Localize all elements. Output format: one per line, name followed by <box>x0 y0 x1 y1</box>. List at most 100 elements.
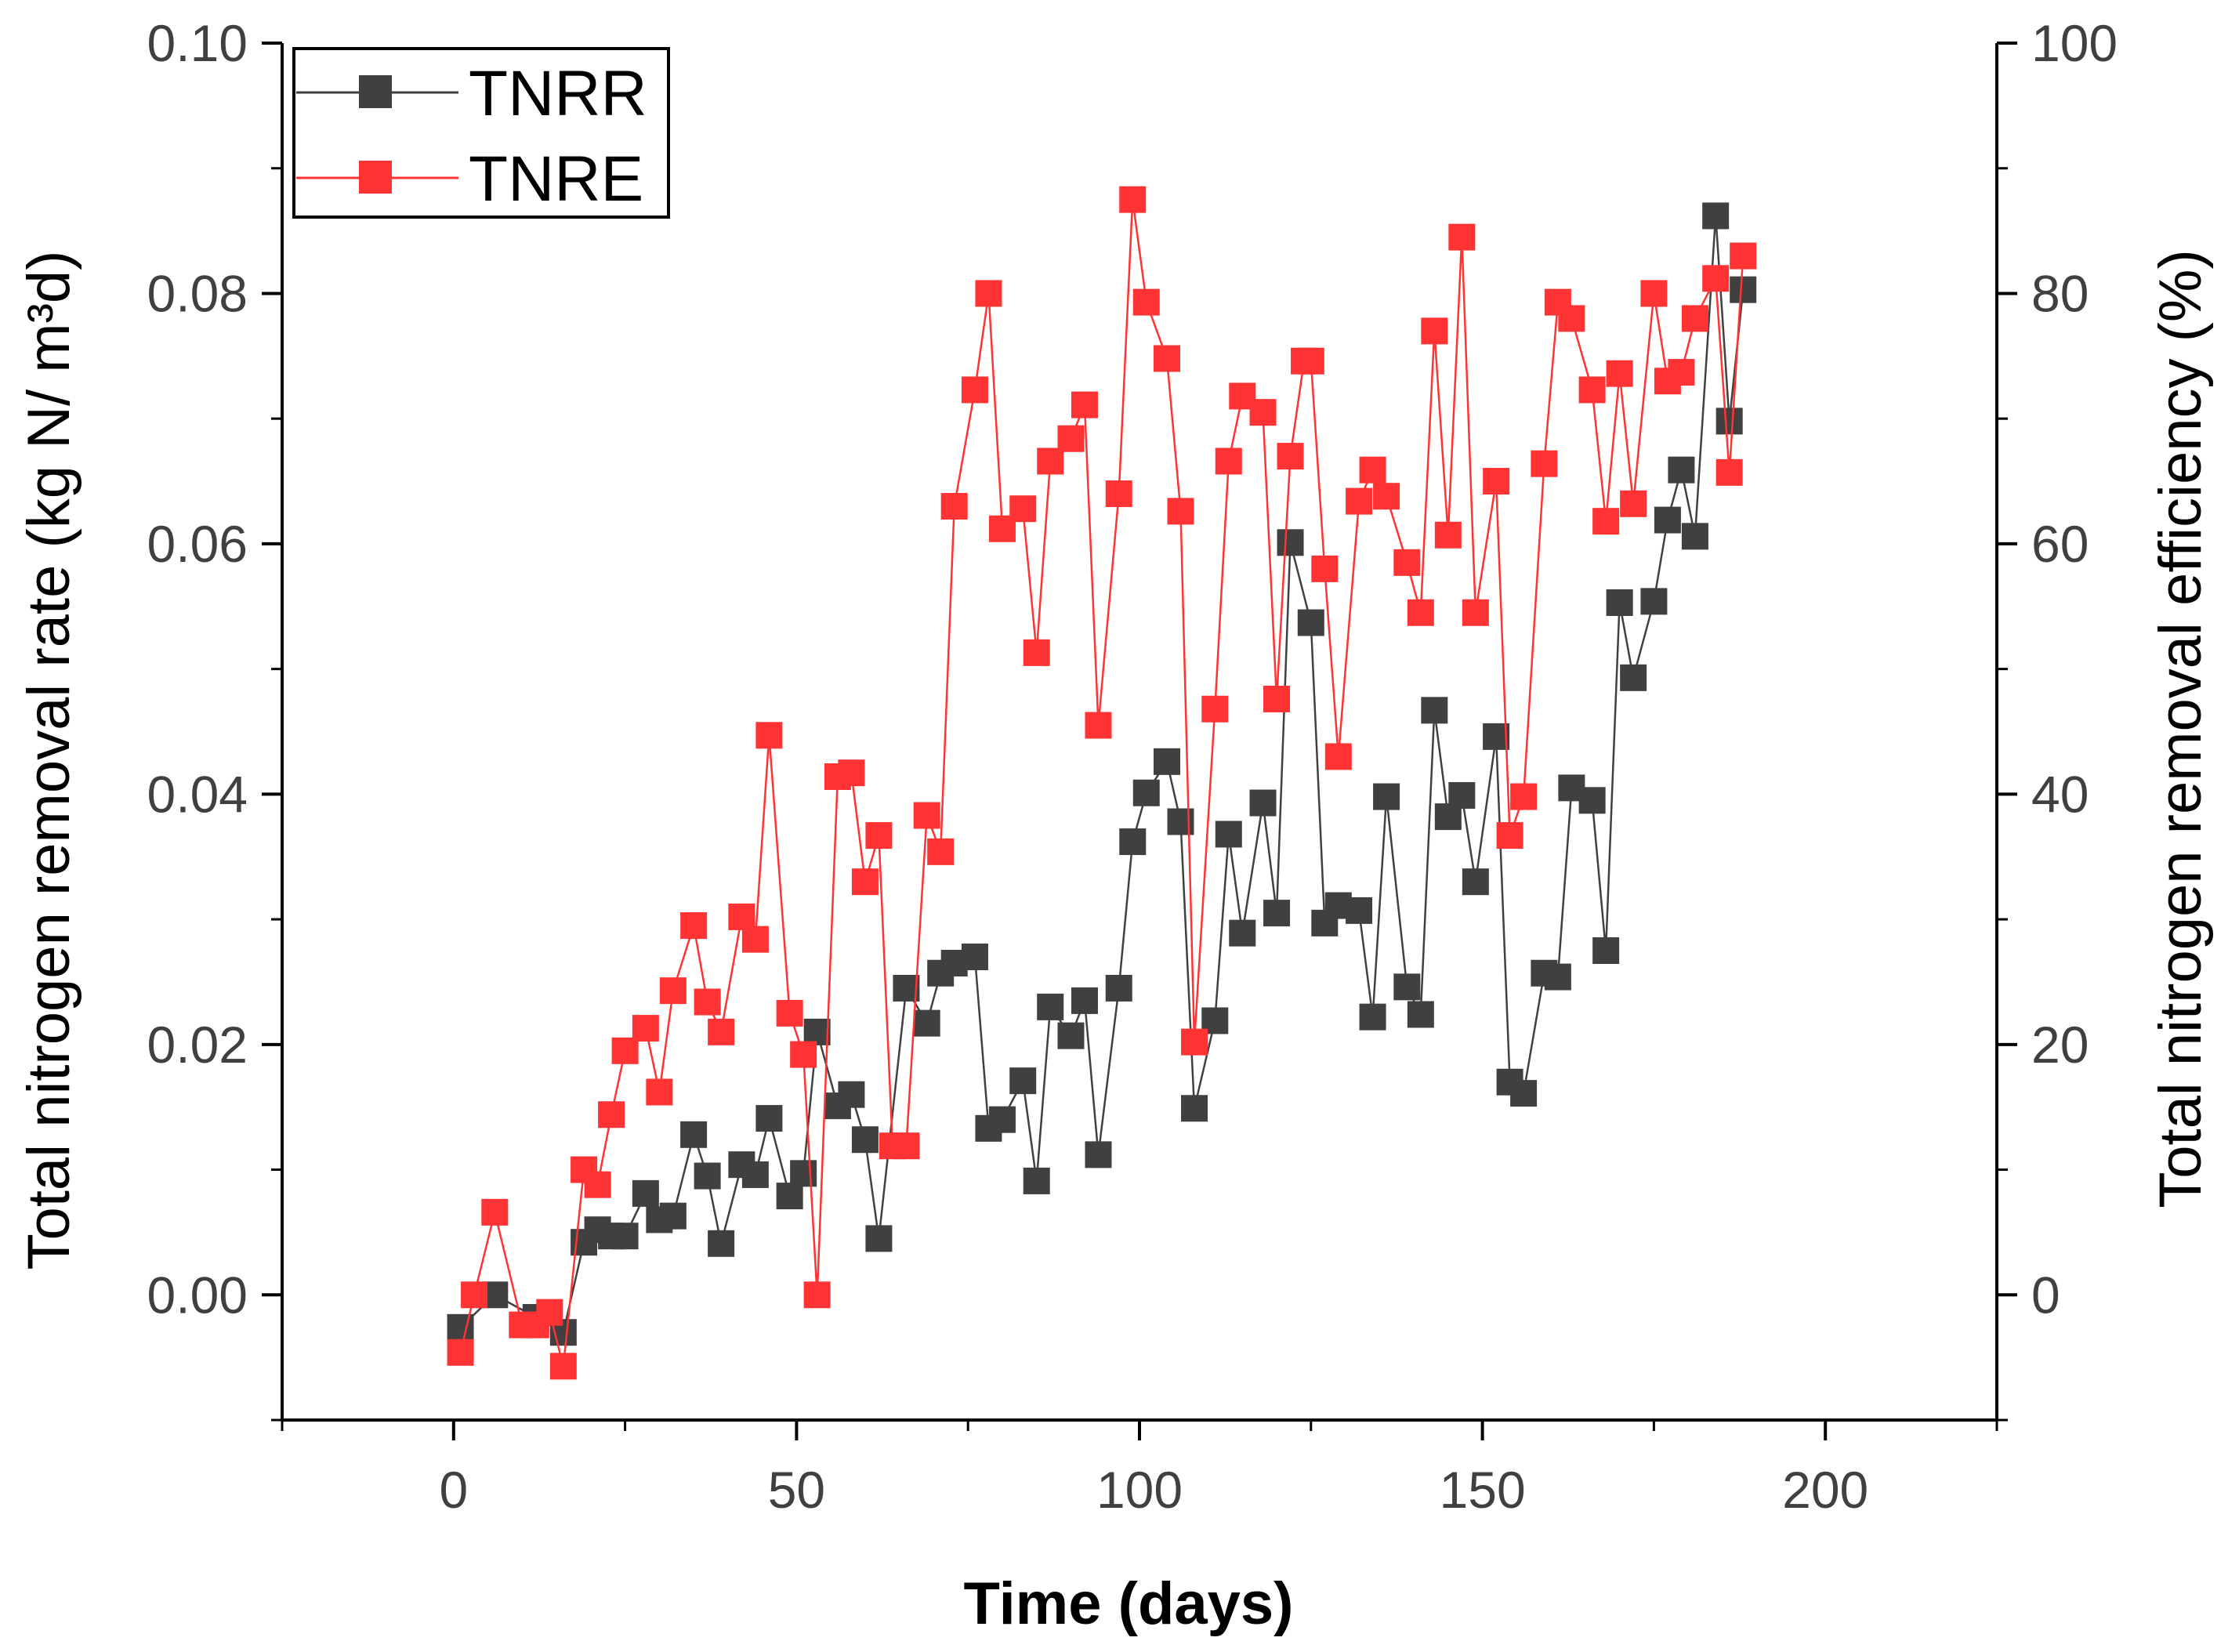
series-tnrr <box>447 202 1757 1346</box>
point-tnre <box>1407 599 1434 626</box>
point-tnrr <box>1037 993 1064 1020</box>
point-tnre <box>1510 783 1538 810</box>
point-tnre <box>1462 599 1489 626</box>
point-tnre <box>1592 508 1620 535</box>
point-tnre <box>1448 223 1476 251</box>
right-y-tick-label: 80 <box>2031 264 2089 322</box>
point-tnrr <box>1578 787 1606 814</box>
point-tnrr <box>1277 529 1304 556</box>
point-tnre <box>611 1037 639 1064</box>
point-tnrr <box>776 1183 803 1210</box>
series-layer <box>447 186 1757 1380</box>
point-tnrr <box>447 1313 474 1341</box>
point-tnre <box>803 1281 831 1309</box>
x-tick-label: 100 <box>1096 1461 1183 1519</box>
left-y-tick-label: 0.08 <box>147 264 248 322</box>
point-tnre <box>1702 265 1730 292</box>
point-tnrr <box>1119 828 1147 856</box>
point-tnre <box>741 926 769 953</box>
point-tnrr <box>1510 1080 1538 1107</box>
point-tnre <box>447 1339 474 1366</box>
point-tnre <box>1558 305 1585 332</box>
point-tnre <box>838 759 865 787</box>
point-tnrr <box>1668 456 1695 484</box>
point-tnre <box>1023 639 1050 666</box>
point-tnre <box>893 1132 920 1160</box>
point-tnre <box>1105 480 1132 508</box>
point-tnrr <box>790 1160 817 1187</box>
point-tnre <box>1037 447 1064 475</box>
point-tnrr <box>1407 1001 1434 1028</box>
point-tnrr <box>1105 974 1132 1002</box>
point-tnre <box>598 1101 625 1129</box>
right-y-tick-label: 0 <box>2031 1266 2060 1324</box>
left-y-tick-label: 0.02 <box>147 1016 248 1074</box>
point-tnre <box>790 1041 817 1068</box>
point-tnre <box>1373 483 1400 510</box>
point-tnrr <box>1606 589 1633 616</box>
point-tnrr <box>1346 897 1373 924</box>
point-tnrr <box>1620 664 1647 691</box>
point-tnre <box>1668 359 1695 386</box>
point-tnre <box>632 1015 659 1042</box>
point-tnrr <box>1544 963 1571 991</box>
point-tnre <box>1085 712 1112 739</box>
point-tnre <box>680 912 708 940</box>
point-tnre <box>659 977 687 1005</box>
point-tnre <box>1009 495 1037 523</box>
point-tnre <box>755 722 783 749</box>
point-tnrr <box>1249 789 1277 817</box>
point-tnrr <box>1167 808 1194 835</box>
point-tnre <box>865 822 893 850</box>
point-tnre <box>913 802 940 829</box>
point-tnrr <box>1132 779 1160 806</box>
point-tnre <box>1681 305 1708 332</box>
point-tnre <box>1119 186 1147 213</box>
right-y-axis-title: Total nitrogen removal efficiency (%) <box>2147 249 2214 1208</box>
point-tnrr <box>803 1018 831 1045</box>
point-tnrr <box>755 1105 783 1132</box>
x-tick-label: 0 <box>439 1461 468 1519</box>
point-tnrr <box>961 944 988 971</box>
point-tnre <box>1483 468 1510 495</box>
right-y-tick-label: 100 <box>2031 14 2118 72</box>
point-tnre <box>1496 822 1523 850</box>
point-tnre <box>1167 498 1194 525</box>
point-tnre <box>549 1353 577 1380</box>
left-y-tick-label: 0.06 <box>147 515 248 573</box>
point-tnre <box>694 988 721 1016</box>
point-tnre <box>481 1198 509 1226</box>
point-tnrr <box>741 1161 769 1188</box>
legend-marker-tnre <box>359 161 392 194</box>
point-tnre <box>1346 487 1373 515</box>
point-tnrr <box>913 1009 940 1037</box>
point-tnrr <box>659 1202 687 1230</box>
legend-label-tnre: TNRE <box>469 143 643 215</box>
point-tnrr <box>1715 408 1743 435</box>
point-tnre <box>1421 317 1448 345</box>
point-tnrr <box>1640 588 1668 615</box>
point-tnre <box>940 492 968 520</box>
point-tnre <box>1071 391 1098 418</box>
point-tnre <box>1578 376 1606 404</box>
point-tnre <box>975 280 1002 307</box>
point-tnre <box>1201 695 1229 723</box>
point-tnrr <box>1215 821 1242 848</box>
point-tnrr <box>1654 506 1681 534</box>
point-tnrr <box>1448 781 1476 809</box>
point-tnrr <box>1393 973 1421 1001</box>
point-tnrr <box>708 1230 735 1257</box>
point-tnre <box>536 1299 563 1326</box>
point-tnre <box>776 999 803 1027</box>
legend-box <box>292 47 670 219</box>
point-tnre <box>1730 242 1757 270</box>
point-tnrr <box>1592 937 1620 965</box>
point-tnre <box>1324 743 1352 770</box>
point-tnrr <box>838 1081 865 1108</box>
x-tick-label: 200 <box>1782 1461 1868 1519</box>
point-tnre <box>1277 443 1304 470</box>
legend: TNRR TNRE <box>292 47 670 219</box>
point-tnrr <box>1009 1067 1037 1095</box>
point-tnre <box>1434 521 1462 549</box>
